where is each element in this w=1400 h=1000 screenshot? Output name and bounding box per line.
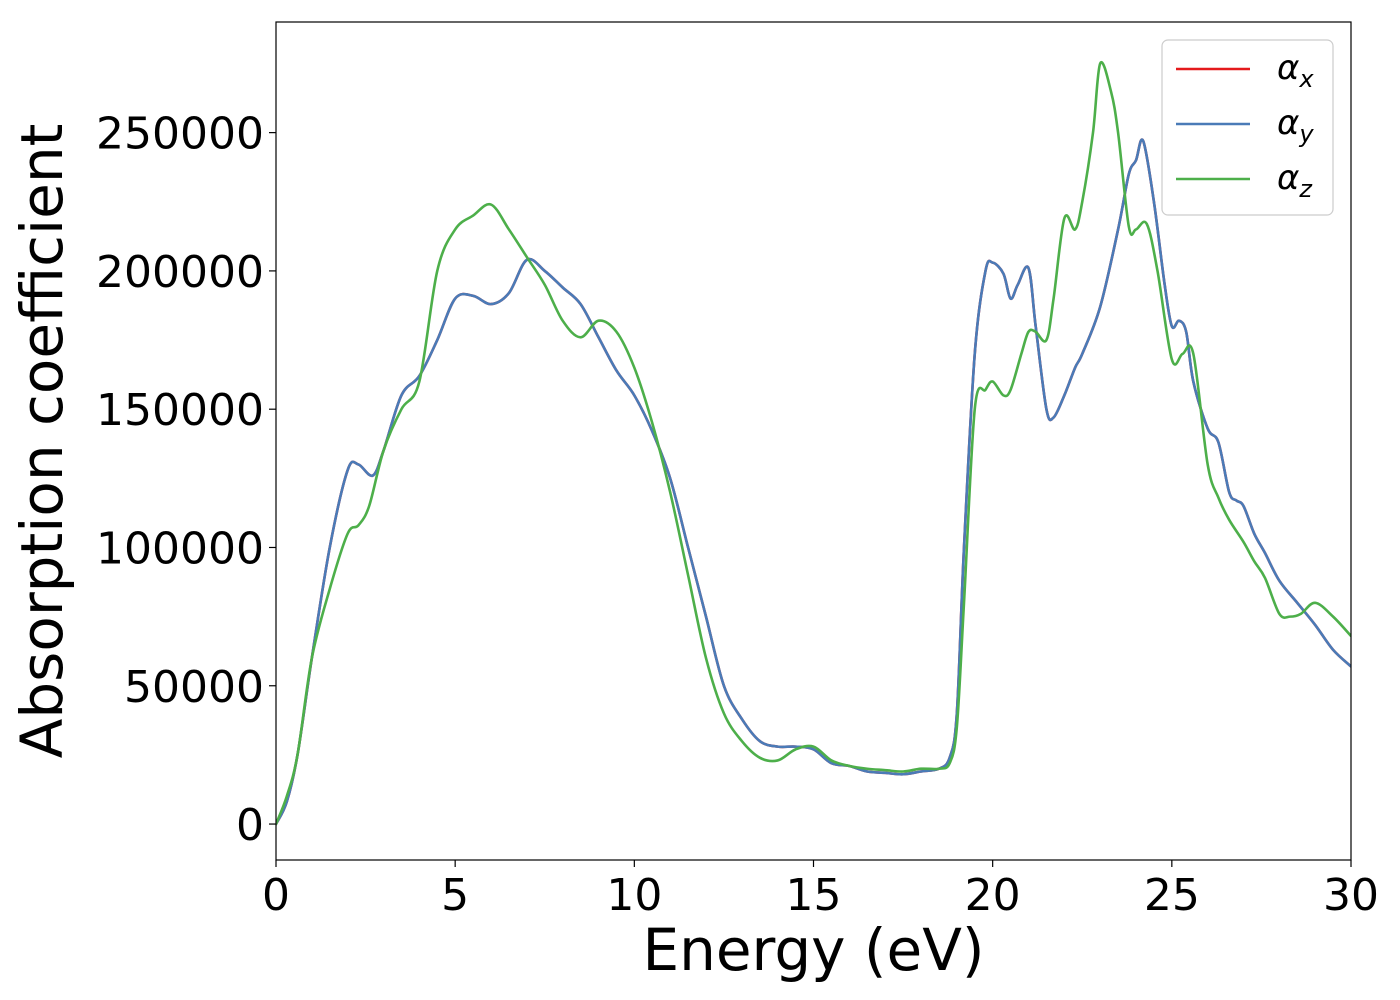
y-tick-label: 100000 xyxy=(96,523,264,574)
legend-symbol: α xyxy=(1277,103,1299,143)
y-tick-label: 50000 xyxy=(124,662,264,713)
series-line-z xyxy=(276,60,1351,826)
legend-label-x: αx xyxy=(1277,48,1314,93)
x-tick-label: 0 xyxy=(262,870,290,921)
x-axis-label: Energy (eV) xyxy=(642,916,984,984)
y-tick-label: 200000 xyxy=(96,247,264,298)
x-tick-label: 15 xyxy=(786,870,842,921)
legend-label-y: αy xyxy=(1277,103,1314,148)
y-axis-ticks: 0 50000 100000 150000 200000 250000 xyxy=(96,109,276,851)
series-line-y xyxy=(276,138,1351,826)
legend-symbol: α xyxy=(1277,48,1299,88)
y-tick-label: 0 xyxy=(236,800,264,851)
x-tick-label: 5 xyxy=(441,870,469,921)
series-layer xyxy=(276,60,1351,826)
x-tick-label: 30 xyxy=(1323,870,1379,921)
series-line-x xyxy=(276,138,1351,826)
plot-frame xyxy=(275,21,1352,861)
x-tick-label: 25 xyxy=(1144,870,1200,921)
x-tick-label: 10 xyxy=(606,870,662,921)
legend-subscript: y xyxy=(1298,120,1314,148)
y-tick-label: 150000 xyxy=(96,385,264,436)
legend-box xyxy=(1161,39,1334,216)
legend-label-z: αz xyxy=(1277,158,1313,203)
legend-symbol: α xyxy=(1277,158,1299,198)
legend-subscript: z xyxy=(1298,175,1313,203)
y-tick-label: 250000 xyxy=(96,109,264,160)
x-tick-label: 20 xyxy=(965,870,1021,921)
x-axis-ticks: 0 5 10 15 20 25 30 xyxy=(262,860,1379,921)
y-axis-label: Absorption coefficient xyxy=(8,124,76,759)
legend-subscript: x xyxy=(1298,65,1314,93)
